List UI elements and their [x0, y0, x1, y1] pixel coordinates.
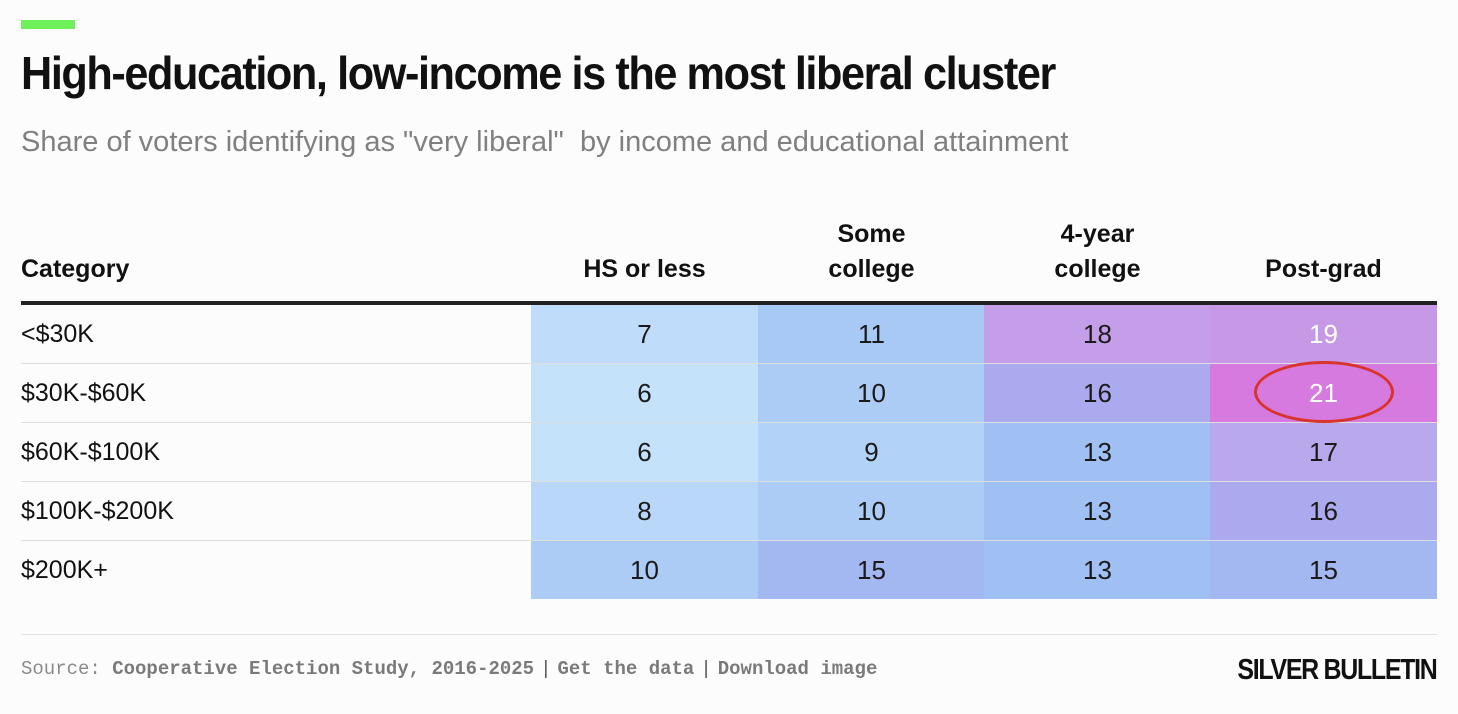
- heatmap-cell: 19: [1210, 305, 1437, 363]
- row-label: <$30K: [21, 320, 94, 348]
- heatmap-cell: 6: [531, 364, 758, 422]
- heatmap-cell: 16: [984, 364, 1211, 422]
- heatmap-cell: 10: [758, 482, 985, 540]
- footer-separator: |: [540, 658, 552, 680]
- table-row: $200K+ 10 15 13 15: [21, 541, 1437, 599]
- heatmap-cell: 8: [531, 482, 758, 540]
- chart-subtitle: Share of voters identifying as "very lib…: [21, 126, 1069, 158]
- brand-logo: SILVER BULLETIN: [1237, 654, 1438, 686]
- chart-title: High-education, low-income is the most l…: [21, 47, 1056, 99]
- heatmap-cell: 10: [758, 364, 985, 422]
- footer-separator: |: [700, 658, 712, 680]
- footer: Source: Cooperative Election Study, 2016…: [21, 658, 877, 680]
- column-header: Some college: [828, 220, 915, 283]
- column-header: 4-year college: [1054, 220, 1141, 283]
- row-label: $200K+: [21, 556, 108, 584]
- row-label: $100K-$200K: [21, 497, 174, 525]
- table-body: <$30K 7 11 18 19 $30K-$60K 6 10 16 21 $60K-$100K 6 9…: [21, 305, 1437, 599]
- heatmap-cell: 7: [531, 305, 758, 363]
- heatmap-cell: 17: [1210, 423, 1437, 481]
- get-data-link[interactable]: Get the data: [557, 658, 695, 680]
- footer-divider: [21, 634, 1437, 635]
- heatmap-cell: 15: [1210, 541, 1437, 599]
- heatmap-cell: 16: [1210, 482, 1437, 540]
- row-label: $30K-$60K: [21, 379, 147, 407]
- heatmap-cell: 6: [531, 423, 758, 481]
- table-header: Category HS or less Some college 4-year co…: [21, 205, 1437, 305]
- heatmap-table: Category HS or less Some college 4-year co…: [21, 205, 1437, 599]
- heatmap-cell: 10: [531, 541, 758, 599]
- heatmap-cell: 9: [758, 423, 985, 481]
- heatmap-cell: 13: [984, 541, 1211, 599]
- heatmap-cell: 21: [1210, 364, 1437, 422]
- table-row: <$30K 7 11 18 19: [21, 305, 1437, 364]
- heatmap-cell: 18: [984, 305, 1211, 363]
- column-header: Post-grad: [1265, 255, 1382, 283]
- table-row: $60K-$100K 6 9 13 17: [21, 423, 1437, 482]
- column-header: HS or less: [583, 255, 706, 283]
- accent-bar: [21, 20, 75, 29]
- source-prefix: Source:: [21, 658, 113, 680]
- table-row: $100K-$200K 8 10 13 16: [21, 482, 1437, 541]
- download-image-link[interactable]: Download image: [717, 658, 878, 680]
- source-name: Cooperative Election Study, 2016-2025: [112, 658, 535, 680]
- heatmap-cell: 11: [758, 305, 985, 363]
- heatmap-cell: 13: [984, 482, 1211, 540]
- heatmap-cell: 13: [984, 423, 1211, 481]
- table-row: $30K-$60K 6 10 16 21: [21, 364, 1437, 423]
- row-label: $60K-$100K: [21, 438, 161, 466]
- heatmap-cell: 15: [758, 541, 985, 599]
- column-header-category: Category: [21, 255, 130, 283]
